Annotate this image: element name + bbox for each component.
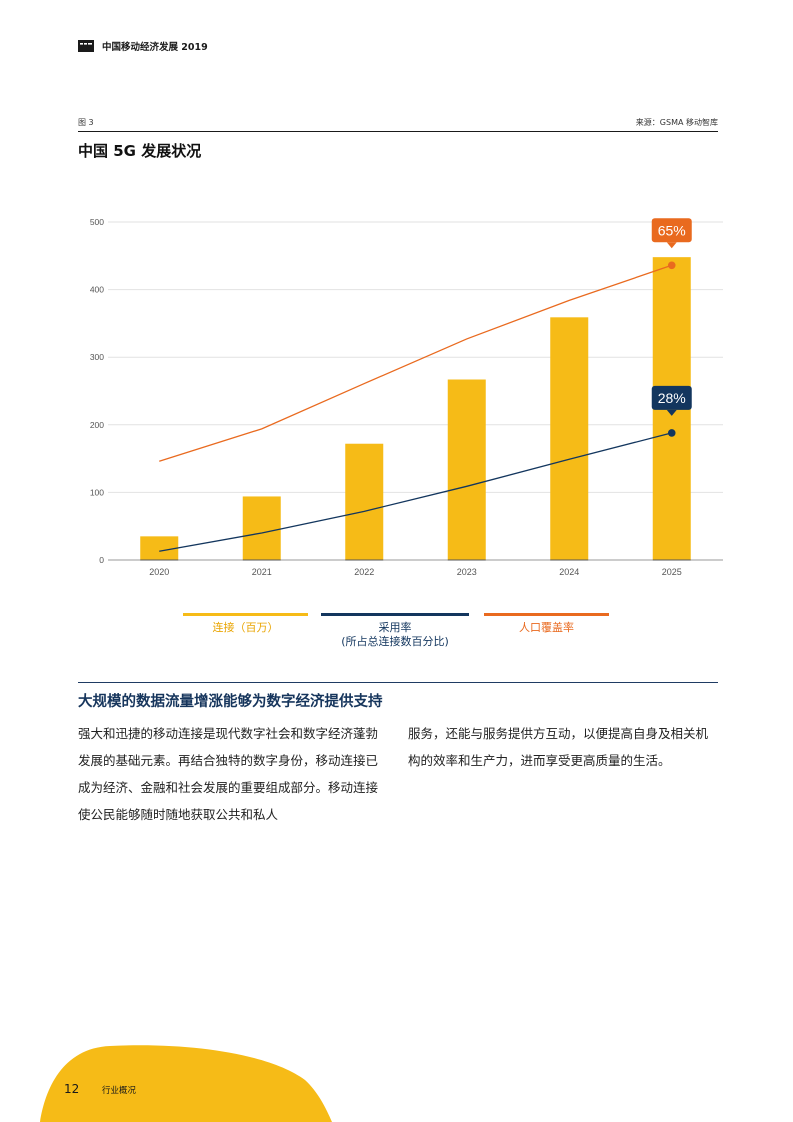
figure-source: 来源：GSMA 移动智库 — [635, 118, 718, 127]
legend-swatch-coverage — [484, 613, 609, 616]
x-tick-label: 2025 — [662, 567, 682, 577]
y-tick-label: 100 — [90, 487, 104, 497]
legend-swatch-connections — [183, 613, 308, 616]
bar-2021 — [242, 496, 281, 560]
gsma-logo-icon — [78, 40, 94, 52]
body-column-left: 强大和迅捷的移动连接是现代数字社会和数字经济蓬勃发展的基础元素。再结合独特的数字… — [78, 726, 379, 822]
footer-yellow-shape — [40, 1045, 332, 1122]
legend-item-coverage: 人口覆盖率 — [484, 613, 609, 635]
legend-label-coverage: 人口覆盖率 — [519, 621, 574, 634]
x-tick-label: 2022 — [354, 567, 374, 577]
legend-item-adoption: 采用率 (所占总连接数百分比) — [321, 613, 469, 649]
annotation-label: 65% — [658, 222, 686, 238]
figure-meta: 图 3 来源：GSMA 移动智库 — [78, 116, 718, 132]
y-tick-label: 200 — [90, 420, 104, 430]
annotation-callout — [651, 218, 692, 243]
bar-2022 — [345, 443, 384, 560]
x-tick-label: 2020 — [149, 567, 169, 577]
annotation-point — [667, 429, 676, 437]
figure-title: 中国 5G 发展状况 — [78, 142, 202, 160]
y-tick-label: 500 — [90, 217, 104, 227]
annotation-callout — [651, 385, 692, 410]
report-title: 中国移动经济发展 2019 — [102, 42, 208, 53]
legend-label-adoption-sub: (所占总连接数百分比) — [341, 635, 449, 648]
line-series — [159, 264, 672, 462]
bar-2024 — [550, 317, 589, 560]
y-tick-label: 300 — [90, 352, 104, 362]
annotation-label: 28% — [658, 390, 686, 406]
y-tick-label: 400 — [90, 285, 104, 295]
legend-item-connections: 连接（百万） — [183, 613, 308, 635]
section-divider — [78, 682, 718, 683]
annotation-pointer — [666, 409, 677, 416]
bar-2020 — [140, 536, 179, 560]
legend-label-connections: 连接（百万） — [212, 621, 279, 634]
y-tick-label: 0 — [99, 555, 104, 565]
annotation-pointer — [666, 242, 677, 249]
annotation-point — [667, 261, 676, 270]
page-number: 12 — [64, 1082, 80, 1096]
legend-swatch-adoption — [321, 613, 469, 616]
x-tick-label: 2021 — [252, 567, 272, 577]
x-tick-label: 2023 — [457, 567, 477, 577]
x-tick-label: 2024 — [559, 567, 579, 577]
bar-2023 — [447, 379, 486, 560]
report-header: 中国移动经济发展 2019 — [78, 39, 208, 53]
footer-section-label: 行业概况 — [102, 1086, 137, 1096]
line-series — [159, 432, 672, 552]
figure-number: 图 3 — [78, 118, 94, 127]
legend-label-adoption: 采用率 — [378, 621, 412, 634]
section-title: 大规模的数据流量增涨能够为数字经济提供支持 — [78, 694, 383, 710]
5g-development-chart: 0 100 200 300 400 500 2020 2021 2022 2023 2024 2025… — [90, 217, 723, 577]
body-column-right: 服务，还能与服务提供方互动，以便提高自身及相关机构的效率和生产力，进而享受更高质… — [408, 726, 709, 768]
